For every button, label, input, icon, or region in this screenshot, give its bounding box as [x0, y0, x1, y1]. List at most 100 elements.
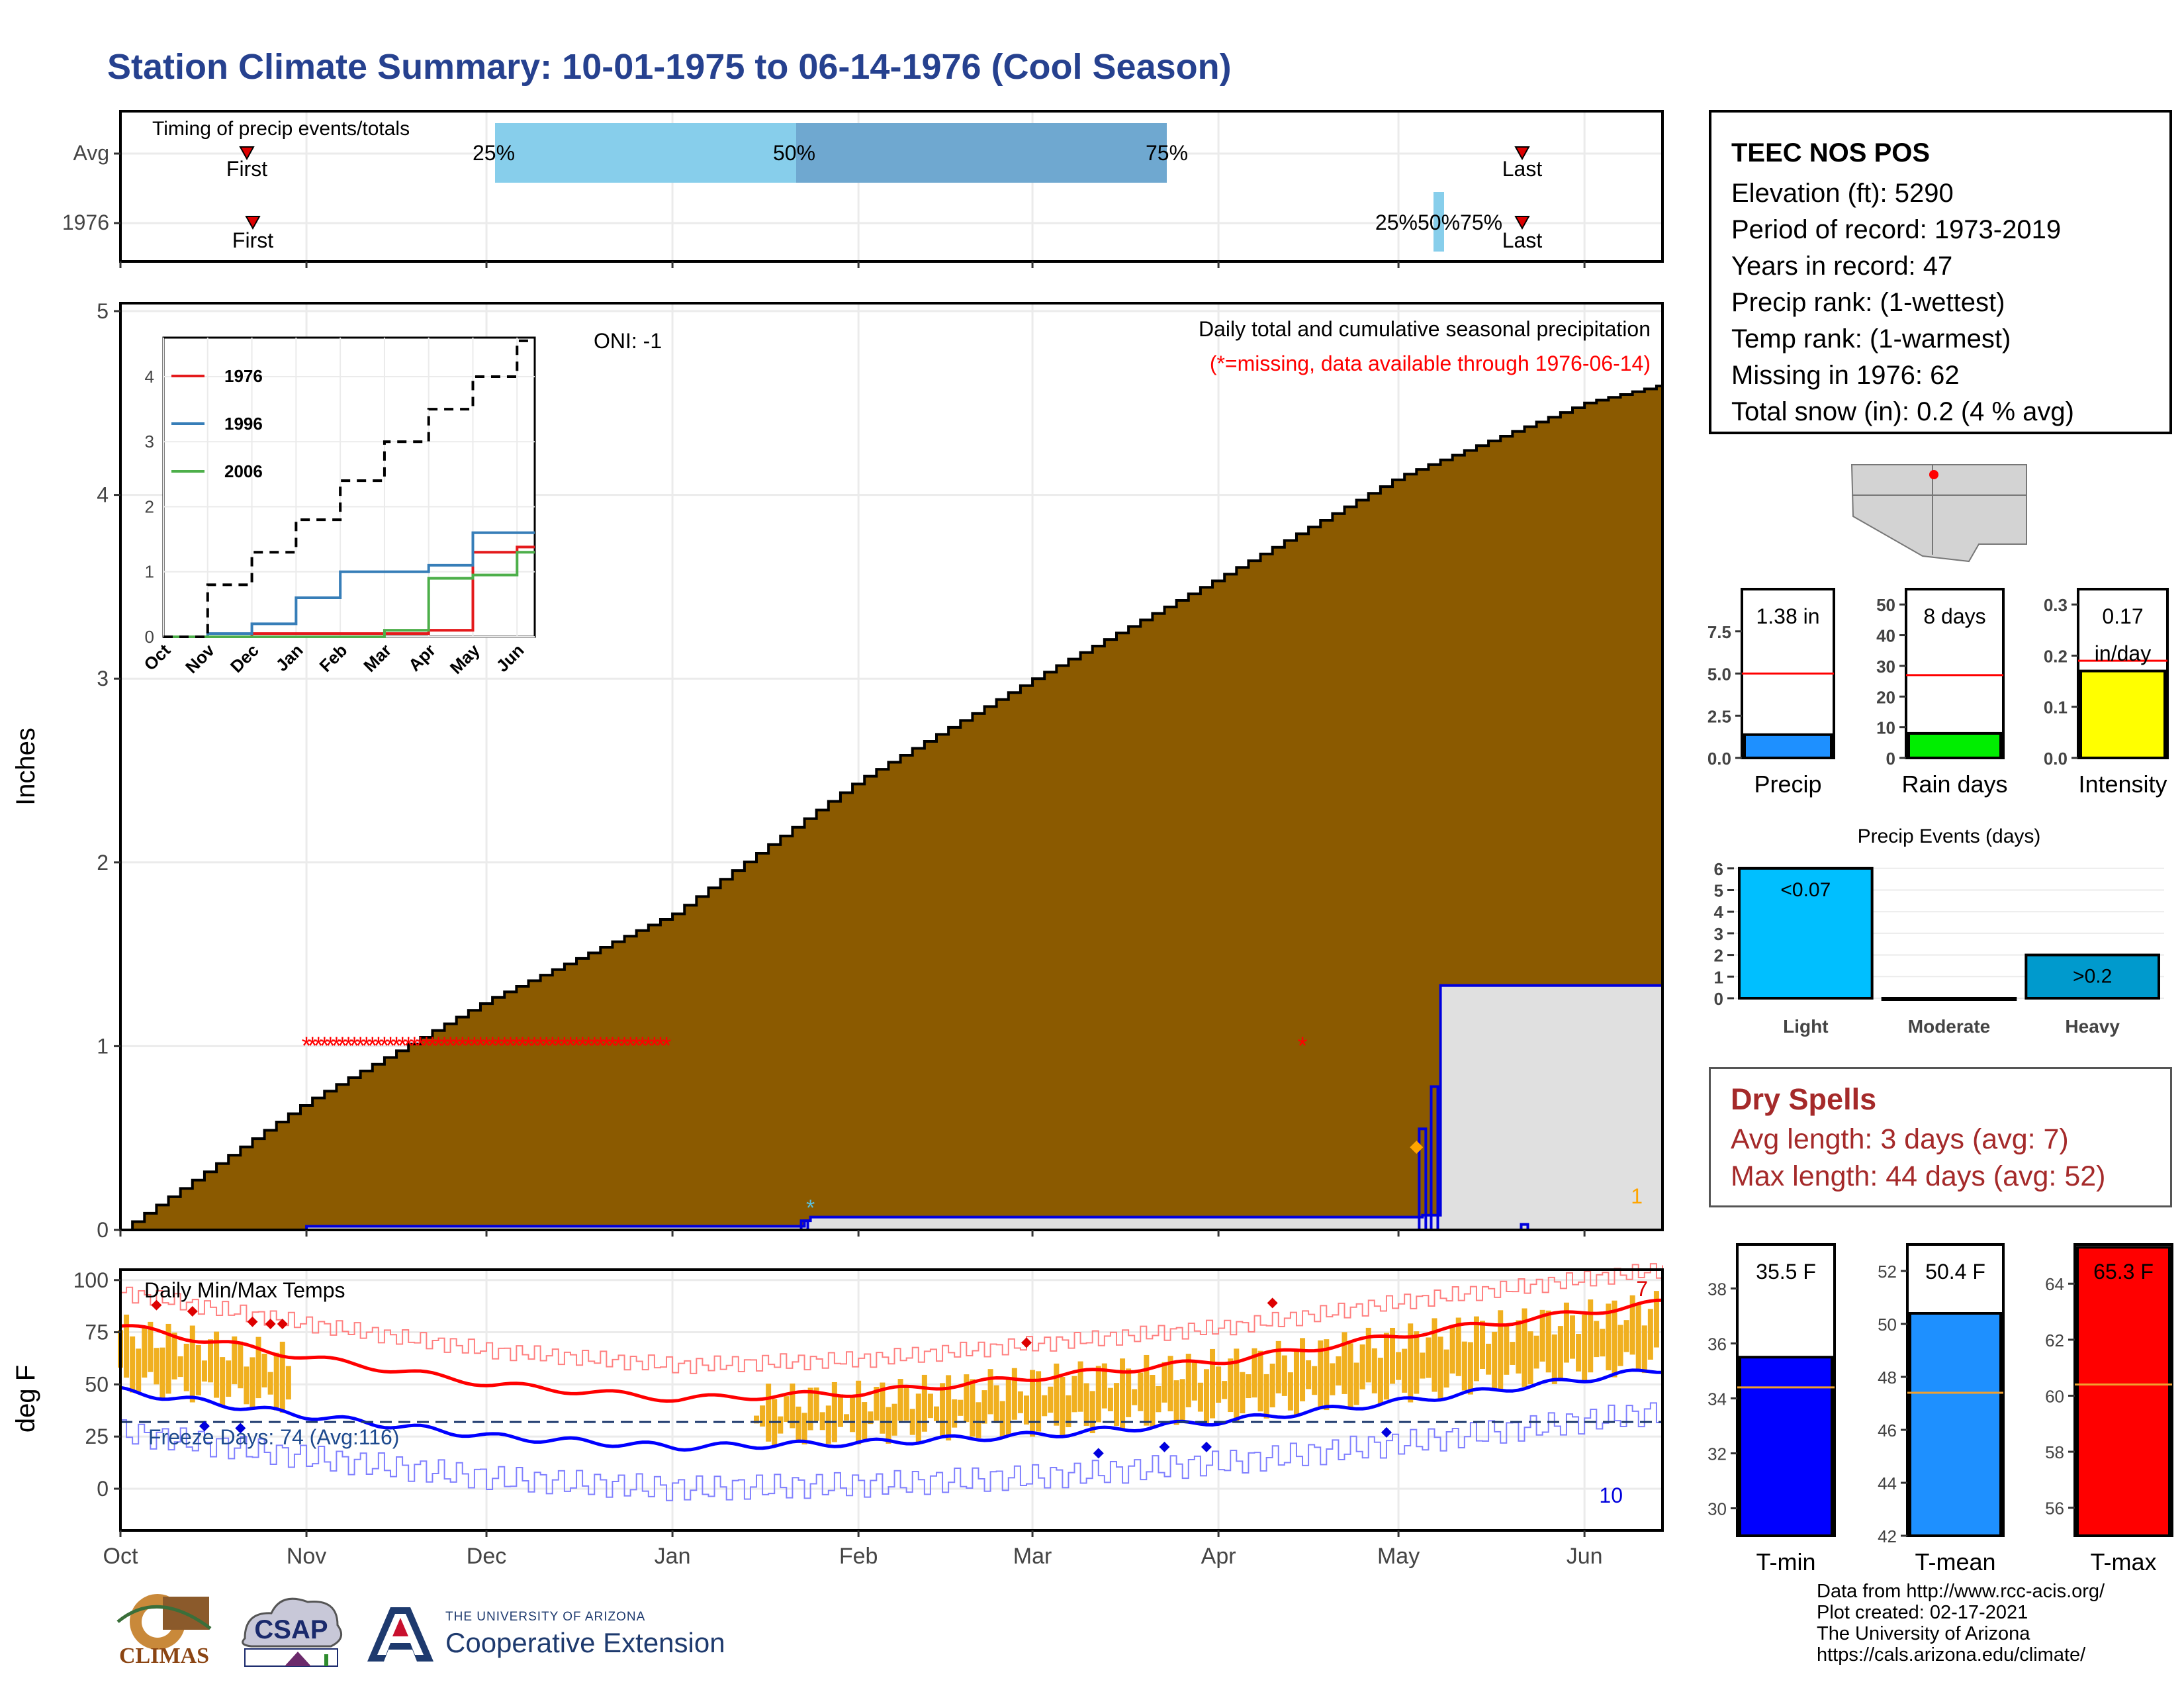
missing-marker: *	[451, 1032, 461, 1060]
svg-text:CSAP: CSAP	[254, 1615, 328, 1644]
t-mean-ytick-label: 44	[1878, 1474, 1897, 1493]
avg-max-line	[120, 1298, 1663, 1403]
temp-daily-bar	[819, 1412, 825, 1430]
events-bar-moderate	[1881, 997, 2017, 1001]
t-max-value-label: 65.3 F	[2093, 1260, 2154, 1284]
credits: Data from http://www.rcc-acis.org/ Plot …	[1817, 1581, 2105, 1665]
missing-marker: *	[398, 1032, 408, 1060]
temp-daily-bar	[927, 1393, 933, 1419]
missing-marker: *	[602, 1032, 612, 1060]
missing-marker: *	[553, 1032, 563, 1060]
missing-marker: *	[302, 1032, 312, 1060]
temp-daily-bar	[1042, 1395, 1048, 1417]
avg-min-line	[120, 1368, 1663, 1452]
ua-a-icon	[367, 1607, 433, 1662]
temp-xtick-label: Dec	[467, 1544, 506, 1569]
missing-marker: *	[656, 1032, 666, 1060]
temp-daily-bar	[165, 1323, 171, 1394]
timing-label: Timing of precip events/totals	[152, 118, 410, 140]
missing-marker: *	[314, 1032, 324, 1060]
missing-marker: *	[439, 1032, 449, 1060]
1976-quartile-bar	[1433, 192, 1444, 252]
precip-ytick-label: 4	[97, 483, 109, 507]
credit-created: Plot created: 02-17-2021	[1817, 1602, 2028, 1623]
missing-marker: *	[637, 1032, 647, 1060]
temp-daily-bar	[1293, 1351, 1299, 1415]
temp-daily-bar	[273, 1352, 279, 1411]
missing-marker: *	[535, 1032, 545, 1060]
missing-marker: *	[326, 1032, 336, 1060]
temp-daily-bar	[1120, 1358, 1126, 1430]
temp-xtick-label: May	[1377, 1544, 1420, 1569]
temp-daily-bar	[1588, 1299, 1594, 1373]
station-elevation: Elevation (ft): 5290	[1731, 179, 1954, 208]
record-max-count: 7	[1636, 1277, 1648, 1301]
events-bar-heavy	[2025, 953, 2160, 1000]
temp-daily-bar	[1396, 1352, 1402, 1380]
credit-url: https://cals.arizona.edu/climate/	[1817, 1644, 2086, 1665]
temp-daily-bar	[1216, 1366, 1222, 1403]
missing-marker: *	[349, 1032, 359, 1060]
rain-days-ytick-label: 40	[1876, 626, 1895, 646]
temp-daily-bar	[1185, 1354, 1191, 1407]
temp-daily-bar	[1420, 1352, 1426, 1379]
temp-daily-bar	[1167, 1356, 1173, 1412]
intensity-ytick-label: 0.0	[2044, 749, 2068, 769]
missing-marker: *	[404, 1032, 414, 1060]
missing-marker: *	[386, 1032, 396, 1060]
temp-daily-bar	[1269, 1363, 1275, 1408]
station-name: TEEC NOS POS	[1731, 138, 1931, 167]
events-ytick-label: 3	[1714, 924, 1723, 944]
temp-daily-bar	[1353, 1362, 1359, 1405]
temp-daily-bar	[1083, 1383, 1089, 1427]
temp-daily-bar	[1222, 1381, 1228, 1399]
precip-total-ytick-label: 0.0	[1707, 749, 1731, 769]
temp-daily-bar	[1048, 1386, 1054, 1413]
temp-daily-bar	[1228, 1358, 1234, 1413]
dry-spells-max: Max length: 44 days (avg: 52)	[1731, 1160, 2106, 1192]
temp-daily-bar	[844, 1414, 850, 1421]
ua-cooperative-extension-logo: THE UNIVERSITY OF ARIZONA Cooperative Ex…	[361, 1602, 745, 1668]
map-states	[1850, 464, 2027, 563]
temp-daily-bar	[1498, 1310, 1504, 1390]
precip-ytick-label: 0	[97, 1218, 109, 1242]
temp-daily-bar	[1071, 1376, 1077, 1413]
temp-daily-bar	[1557, 1326, 1563, 1379]
events-ytick-label: 4	[1714, 902, 1724, 922]
temp-daily-bar	[1443, 1349, 1449, 1388]
pct-25: 25%	[473, 141, 515, 165]
missing-marker: *	[643, 1032, 653, 1060]
temp-daily-bar	[1647, 1309, 1653, 1360]
temp-daily-bar	[130, 1336, 136, 1393]
precip-ylabel: Inches	[11, 727, 40, 806]
temp-daily-bar	[1455, 1317, 1461, 1376]
temp-daily-bar	[154, 1348, 159, 1385]
rain-days-ytick-label: 10	[1876, 718, 1895, 738]
temp-daily-bar	[1467, 1342, 1473, 1395]
t-mean-value-label: 50.4 F	[1925, 1260, 1985, 1284]
record-high-marker	[1021, 1337, 1032, 1348]
timing-row-1976: 1976	[62, 211, 109, 234]
first-avg-label: First	[226, 157, 267, 181]
temp-daily-bar	[825, 1405, 831, 1444]
inset-legend-label: 2006	[224, 461, 263, 481]
station-precip-rank: Precip rank: (1-wettest)	[1731, 288, 2005, 317]
temp-daily-bar	[1312, 1366, 1318, 1395]
temp-daily-bar	[1522, 1308, 1527, 1387]
last-1976-label: Last	[1502, 228, 1543, 252]
missing-marker: *	[488, 1032, 498, 1060]
temp-daily-bar	[226, 1360, 232, 1397]
avg-cumulative-area	[120, 385, 1664, 1231]
temp-daily-bar	[1161, 1362, 1167, 1403]
temp-daily-bar	[1005, 1379, 1011, 1435]
temp-daily-bar	[189, 1325, 195, 1403]
station-info-box: TEEC NOS POS Elevation (ft): 5290 Period…	[1709, 110, 2172, 434]
missing-marker: *	[578, 1032, 588, 1060]
page-title: Station Climate Summary: 10-01-1975 to 0…	[107, 47, 1232, 87]
temp-daily-bar	[796, 1406, 801, 1443]
t-min-ytick-label: 32	[1707, 1444, 1727, 1464]
temp-daily-bar	[760, 1405, 766, 1427]
temp-daily-bar	[1030, 1370, 1036, 1437]
temp-daily-bar	[1210, 1348, 1216, 1419]
t-max-ytick-label: 62	[2045, 1331, 2064, 1350]
